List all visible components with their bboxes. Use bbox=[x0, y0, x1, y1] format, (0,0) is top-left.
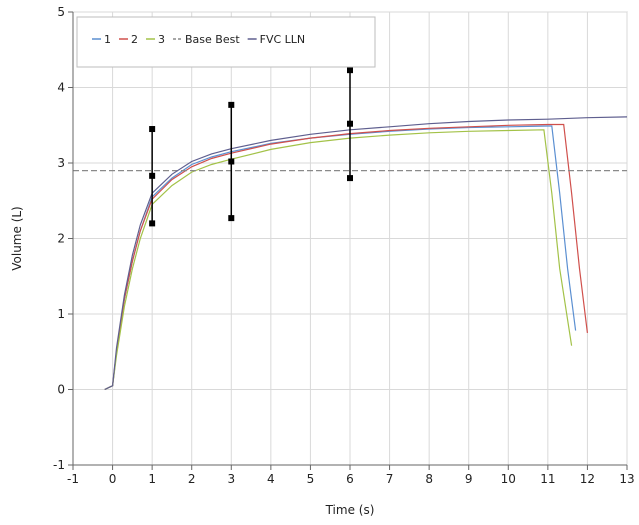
y-tick-label: 3 bbox=[57, 156, 65, 170]
x-tick-label: 4 bbox=[267, 472, 275, 486]
y-axis-title: Volume (L) bbox=[10, 206, 24, 271]
legend-label: 3 bbox=[158, 33, 165, 46]
y-tick-label: 0 bbox=[57, 383, 65, 397]
error-bar-marker bbox=[347, 175, 353, 182]
x-tick-label: 10 bbox=[501, 472, 516, 486]
legend-label: FVC LLN bbox=[260, 33, 306, 46]
x-tick-label: 11 bbox=[540, 472, 555, 486]
x-tick-label: 7 bbox=[386, 472, 394, 486]
x-tick-label: -1 bbox=[67, 472, 79, 486]
error-bar-marker bbox=[149, 220, 156, 227]
series-line-2 bbox=[104, 123, 588, 391]
legend-label: 2 bbox=[131, 33, 138, 46]
error-bar-marker bbox=[149, 126, 156, 133]
x-tick-label: 2 bbox=[188, 472, 196, 486]
x-tick-label: 6 bbox=[346, 472, 354, 486]
x-tick-label: 8 bbox=[425, 472, 433, 486]
error-bar-marker bbox=[347, 67, 353, 74]
x-tick-label: 0 bbox=[109, 472, 117, 486]
error-bar-marker bbox=[228, 101, 235, 108]
y-tick-label: 5 bbox=[57, 5, 65, 19]
error-bar-marker bbox=[228, 158, 235, 165]
x-tick-label: 1 bbox=[148, 472, 156, 486]
x-tick-label: 12 bbox=[580, 472, 595, 486]
y-tick-label: 2 bbox=[57, 232, 65, 246]
legend-label: Base Best bbox=[185, 33, 240, 46]
error-bar-marker bbox=[228, 215, 235, 222]
y-tick-label: 4 bbox=[57, 81, 65, 95]
series-line-3 bbox=[104, 129, 573, 391]
y-tick-label: -1 bbox=[53, 458, 65, 472]
x-tick-label: 9 bbox=[465, 472, 473, 486]
x-tick-label: 5 bbox=[307, 472, 315, 486]
legend: 1 2 3 Base Best FVC LLN bbox=[76, 16, 376, 68]
legend-box bbox=[76, 16, 376, 68]
x-tick-label: 3 bbox=[227, 472, 235, 486]
x-axis-title: Time (s) bbox=[325, 503, 375, 517]
y-tick-label: 1 bbox=[57, 307, 65, 321]
legend-label: 1 bbox=[104, 33, 111, 46]
error-bar-marker bbox=[149, 172, 156, 179]
error-bar-marker bbox=[347, 120, 353, 127]
x-tick-label: 13 bbox=[619, 472, 634, 486]
error-bars bbox=[149, 67, 353, 227]
